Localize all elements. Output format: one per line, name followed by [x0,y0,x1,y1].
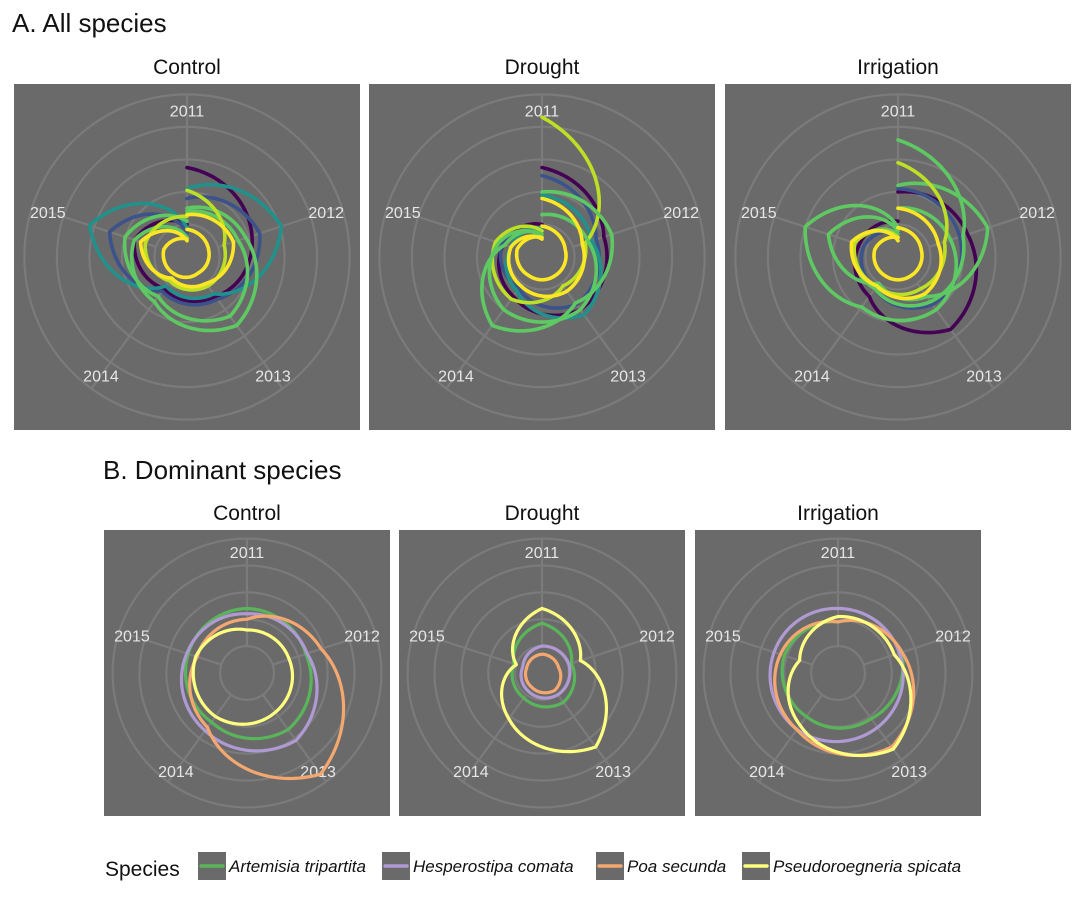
series-hesperostipa-comata [519,644,572,700]
panel-b-drought: Drought 2011 2012 2013 2014 2015 [399,502,685,816]
legend-label: Poa secunda [627,857,726,876]
tick-label-2013: 2013 [966,368,1002,385]
grid-spoke [560,282,639,390]
tick-label-2014: 2014 [83,368,119,385]
legend-item-artemisia-tripartita: Artemisia tripartita [198,852,366,880]
tick-label-2011: 2011 [170,104,205,121]
panel-a-irrigation: Irrigation 2011 2012 2013 2014 2015 [725,56,1071,430]
series-line-6 [852,160,949,297]
series-line-5 [480,189,615,333]
series-line-6 [487,212,599,324]
panel-title: Drought [505,56,580,79]
series-line-3 [87,182,284,301]
tick-label-2012: 2012 [308,205,344,222]
tick-label-2014: 2014 [158,764,194,781]
grid-spoke [413,630,517,666]
series-group [768,606,916,758]
grid-spoke [758,694,824,783]
grid-spoke [261,694,327,783]
tick-label-2013: 2013 [595,764,631,781]
series-line-5 [129,205,259,333]
grid-spoke [386,205,512,248]
panel-title: Irrigation [857,56,939,79]
grid-spoke [852,694,918,783]
tick-label-2014: 2014 [438,368,474,385]
tick-label-2015: 2015 [409,629,445,646]
panel-title: Irrigation [797,502,879,525]
legend-label: Artemisia tripartita [228,857,366,876]
tick-label-2015: 2015 [741,205,777,222]
legend-item-hesperostipa-comata: Hesperostipa comata [382,852,574,880]
series-pseudoroegneria-spicata [786,614,913,758]
series-line-7 [506,196,587,299]
tick-label-2011: 2011 [525,104,560,121]
tick-label-2012: 2012 [663,205,699,222]
series-line-8 [872,225,924,282]
tick-label-2013: 2013 [891,764,927,781]
tick-label-2015: 2015 [705,629,741,646]
grid-spoke [167,694,233,783]
panel-a-drought: Drought 2011 2012 2013 2014 2015 [369,56,715,430]
series-group [499,606,609,754]
series-group [803,138,990,335]
tick-label-2013: 2013 [610,368,646,385]
tick-label-2014: 2014 [453,764,489,781]
series-group [87,165,284,333]
tick-label-2013: 2013 [255,368,291,385]
legend-item-poa-secunda: Poa secunda [596,852,726,880]
tick-label-2015: 2015 [385,205,421,222]
series-pseudoroegneria-spicata [499,606,609,754]
legend-title: Species [105,858,180,881]
legend-label: Hesperostipa comata [413,857,574,876]
grid-spoke [205,282,284,390]
grid-spoke [709,630,813,666]
series-line-4 [490,115,602,305]
section-b-title: B. Dominant species [103,455,341,485]
panel-title: Drought [505,502,580,525]
series-line-8 [514,224,568,282]
tick-label-2015: 2015 [114,629,150,646]
series-line-4 [122,209,250,323]
tick-label-2012: 2012 [639,629,675,646]
species-legend: Species Artemisia tripartita Hesperostipa… [105,852,961,881]
tick-label-2014: 2014 [794,368,830,385]
tick-label-2011: 2011 [230,545,265,562]
grid-spoke [556,694,622,783]
series-hesperostipa-comata [179,612,319,753]
grid-spoke [445,282,524,390]
panel-title: Control [213,502,281,525]
tick-label-2015: 2015 [30,205,66,222]
tick-label-2011: 2011 [525,545,560,562]
section-a-title: A. All species [12,8,167,38]
tick-label-2012: 2012 [344,629,380,646]
grid-spoke [572,205,698,248]
grid-spoke [863,630,967,666]
series-line-7 [849,206,943,301]
panel-title: Control [153,56,221,79]
tick-label-2014: 2014 [749,764,785,781]
tick-label-2011: 2011 [881,104,916,121]
legend-item-pseudoroegneria-spicata: Pseudoroegneria spicata [742,852,961,880]
series-group [179,606,346,781]
series-group [480,115,615,333]
panel-b-irrigation: Irrigation 2011 2012 2013 2014 2015 [695,502,981,816]
panel-a-control: Control 2011 2012 2013 2014 2015 [14,56,360,430]
tick-label-2011: 2011 [821,545,856,562]
grid-spoke [567,630,671,666]
grid-spoke [462,694,528,783]
grid-spoke [801,282,880,390]
series-line-2 [107,195,262,307]
tick-label-2012: 2012 [1019,205,1055,222]
chart-panels: Control 2011 2012 2013 2014 2015 Drought 2011 20… [14,56,1071,816]
series-line-8 [161,227,211,280]
grid-spoke [118,630,222,666]
series-pseudoroegneria-spicata [191,627,295,726]
series-line-7 [138,212,236,289]
tick-label-2012: 2012 [935,629,971,646]
series-poa-secunda [523,652,563,695]
legend-label: Pseudoroegneria spicata [773,857,961,876]
